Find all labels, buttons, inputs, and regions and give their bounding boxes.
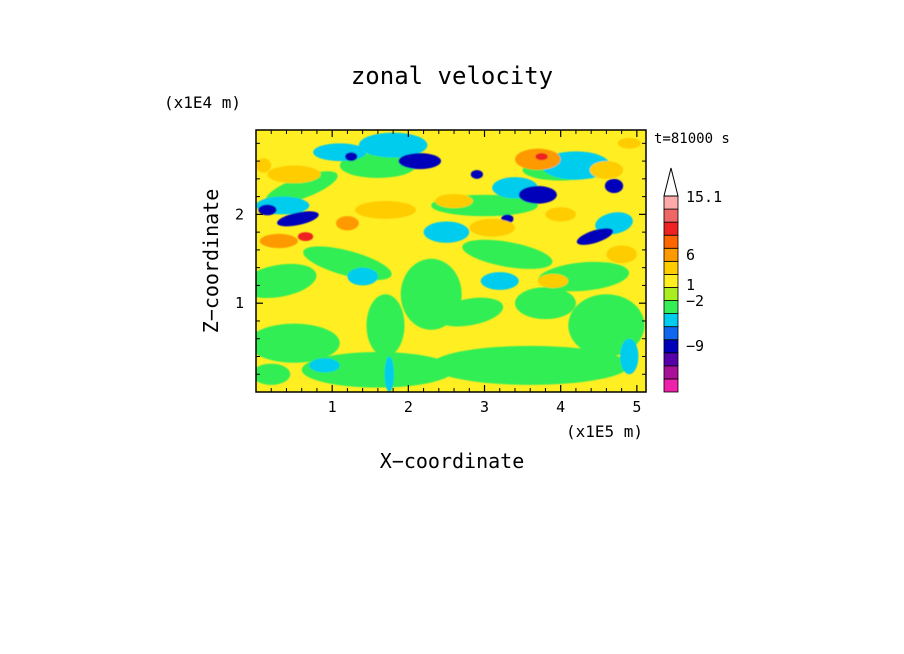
field-region-strong-negative [576,228,614,245]
x-tick-label: 5 [632,398,641,416]
field-region-near-zero [462,239,553,269]
field-region-positive [267,165,321,184]
field-region-weak-negative [313,143,367,162]
field-region-positive [435,193,474,209]
x-tick-label: 3 [480,398,489,416]
colorbar-band [663,365,679,380]
colorbar-band [663,247,679,262]
y-tick-label: 1 [235,294,244,312]
field-region-positive [537,273,569,289]
x-tick-label: 1 [328,398,337,416]
field-region-positive [606,245,637,264]
field-region-near-zero [366,294,405,357]
field-region-weak-negative [309,358,340,373]
colorbar-band [663,260,679,275]
colorbar-band [663,287,679,301]
plot-frame [255,129,647,393]
colorbar-band [663,313,679,328]
colorbar-band [663,352,679,367]
field-region-strong-positive [335,216,359,231]
y-scale-label: (x1E4 m) [164,93,241,112]
colorbar-band [663,378,679,393]
plot-area [256,130,646,392]
field-region-near-zero [514,287,576,320]
colorbar-tick-label: −2 [686,292,704,310]
field-region-near-zero [256,363,291,385]
colorbar-band [663,273,679,288]
colorbar-tick-label: −9 [686,337,704,355]
time-label: t=81000 s [654,131,730,147]
colorbar-arrow [663,167,679,197]
field-region-near-zero [431,345,630,385]
field-region-near-zero [265,171,338,205]
y-axis-ticks: 12 [235,142,646,375]
field-region-strong-positive [259,233,298,249]
x-tick-label: 4 [556,398,565,416]
field-region-very-strong-positive [535,153,548,161]
x-scale-label: (x1E5 m) [566,422,643,441]
chart-title: zonal velocity [351,62,553,90]
colorbar-band [663,208,679,223]
field-region-strong-negative [345,152,358,162]
colorbar-tick-label: 15.1 [686,188,722,206]
field-region-positive [589,161,624,179]
field-region-near-zero [256,263,317,299]
field-region-weak-negative [423,221,470,243]
colorbar-band [663,300,679,314]
colorbar-labels: 15.1 6 1−2 −9 [686,188,722,355]
colorbar-band [663,339,679,354]
field-region-weak-negative [347,267,378,286]
field-region-weak-negative [480,272,519,290]
field-region-strong-negative [258,204,277,216]
x-tick-label: 2 [404,398,413,416]
field-region-strong-negative [518,185,557,204]
field-region-positive [469,218,515,237]
colorbar-band [663,326,679,341]
field-region-very-strong-positive [297,232,314,242]
colorbar-band [663,234,679,249]
colorbar-band [663,195,679,210]
field-region-positive [256,158,272,173]
y-axis-label: Z−coordinate [199,189,223,334]
field-region-positive [617,137,641,149]
field-region-strong-negative [398,153,442,170]
x-axis-label: X−coordinate [380,449,525,473]
field-region-near-zero [256,323,340,363]
field-region-strong-negative [604,178,624,194]
field-region-positive [355,201,416,219]
colorbar [663,167,679,393]
field-region-strong-negative [276,211,319,227]
x-axis-ticks: 1 2 3 4 5 [270,130,641,416]
field-region-strong-negative [470,169,483,179]
colorbar-tick-label: 6 [686,246,695,264]
field-region-weak-negative [384,356,394,392]
field-region-positive [545,207,576,222]
field-region-weak-negative [358,132,428,158]
field-region-near-zero [301,352,455,388]
field-region-near-zero [339,153,416,178]
colorbar-band [663,221,679,236]
y-tick-label: 2 [235,205,244,223]
field-region-weak-negative [620,338,639,375]
velocity-field [256,132,645,392]
colorbar-tick-label: 1 [686,276,695,294]
field-region-near-zero [435,297,504,327]
